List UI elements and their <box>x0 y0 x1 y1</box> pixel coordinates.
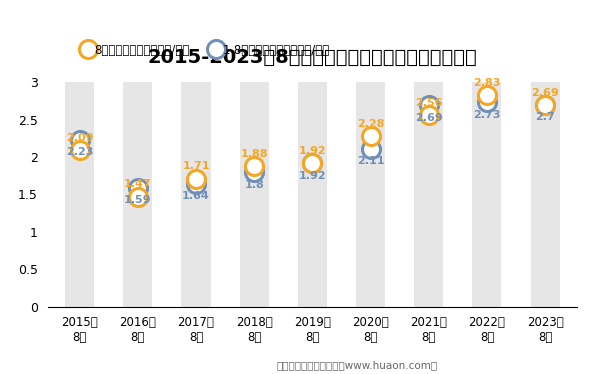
Text: 1.92: 1.92 <box>299 145 326 156</box>
8月期货成交均价（万元/手） <box>541 103 549 108</box>
1-8月期货成交均价（万元/手） <box>483 100 490 105</box>
1-8月期货成交均价（万元/手） <box>541 102 549 107</box>
Bar <box>531 82 560 307</box>
Bar <box>123 82 152 307</box>
Line: 8月期货成交均价（万元/手）: 8月期货成交均价（万元/手） <box>71 86 554 206</box>
Text: 制图：华经产业研究院（www.huaon.com）: 制图：华经产业研究院（www.huaon.com） <box>277 360 437 370</box>
1-8月期货成交均价（万元/手） <box>76 138 83 142</box>
8月期货成交均价（万元/手） <box>250 164 258 168</box>
Line: 1-8月期货成交均价（万元/手）: 1-8月期货成交均价（万元/手） <box>71 94 554 197</box>
Text: 1.64: 1.64 <box>182 191 210 202</box>
Text: 1.47: 1.47 <box>124 179 152 189</box>
Text: 1.8: 1.8 <box>245 180 264 190</box>
8月期货成交均价（万元/手） <box>192 177 199 181</box>
Text: 2.11: 2.11 <box>357 156 384 166</box>
Bar <box>414 82 443 307</box>
Text: 1.59: 1.59 <box>124 195 152 205</box>
Text: 2.23: 2.23 <box>66 147 93 157</box>
Title: 2015-2023年8月大连商品交易所玉米期货成交均价: 2015-2023年8月大连商品交易所玉米期货成交均价 <box>148 48 477 67</box>
Bar <box>472 82 502 307</box>
1-8月期货成交均价（万元/手） <box>250 170 258 174</box>
Bar <box>356 82 385 307</box>
Text: 2.83: 2.83 <box>473 77 500 88</box>
8月期货成交均价（万元/手） <box>134 194 142 199</box>
Text: 2.28: 2.28 <box>357 119 384 129</box>
8月期货成交均价（万元/手） <box>483 93 490 97</box>
Text: 1.88: 1.88 <box>240 148 268 159</box>
Legend: 8月期货成交均价（万元/手）, 1-8月期货成交均价（万元/手）: 8月期货成交均价（万元/手）, 1-8月期货成交均价（万元/手） <box>80 39 334 61</box>
8月期货成交均价（万元/手） <box>367 134 374 138</box>
Bar <box>298 82 327 307</box>
Text: 2.09: 2.09 <box>66 133 93 143</box>
Text: 2.7: 2.7 <box>536 112 555 122</box>
8月期货成交均价（万元/手） <box>425 113 433 117</box>
Bar <box>65 82 94 307</box>
Bar <box>181 82 211 307</box>
1-8月期货成交均价（万元/手） <box>367 147 374 151</box>
8月期货成交均价（万元/手） <box>309 161 316 165</box>
Text: 1.71: 1.71 <box>182 161 210 171</box>
Text: 2.73: 2.73 <box>473 110 500 120</box>
Text: 1.92: 1.92 <box>299 171 326 181</box>
1-8月期货成交均价（万元/手） <box>192 182 199 186</box>
1-8月期货成交均价（万元/手） <box>425 103 433 108</box>
Text: 2.56: 2.56 <box>415 98 443 108</box>
Text: 2.69: 2.69 <box>415 113 443 123</box>
1-8月期货成交均价（万元/手） <box>309 161 316 165</box>
8月期货成交均价（万元/手） <box>76 148 83 153</box>
Text: 2.69: 2.69 <box>531 88 559 98</box>
1-8月期货成交均价（万元/手） <box>134 186 142 190</box>
Bar <box>240 82 269 307</box>
